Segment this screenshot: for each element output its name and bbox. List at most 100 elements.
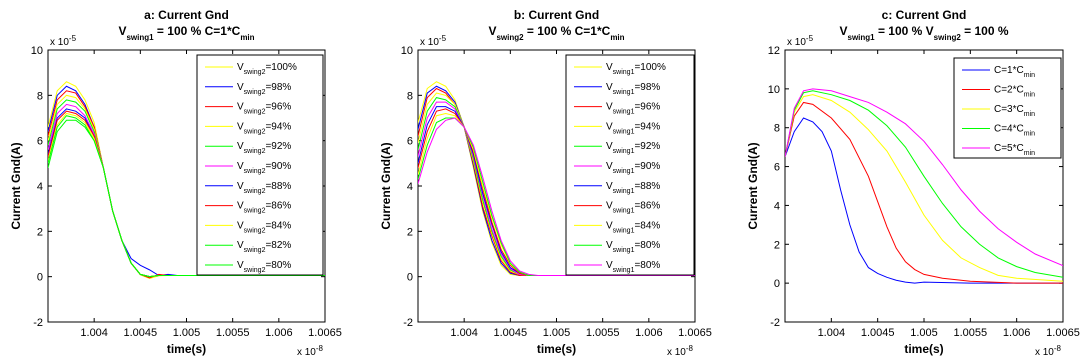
y-tick-label: 4	[37, 181, 43, 193]
y-exponent-label: x 10-5	[787, 34, 814, 49]
legend-entry: C=3*Cmin	[994, 104, 1035, 118]
y-tick-label: 8	[407, 90, 413, 102]
chart-title: c: Current Gnd	[882, 8, 967, 22]
legend-entry: C=4*Cmin	[994, 124, 1035, 138]
y-axis-label: Current Gnd(A)	[746, 142, 760, 229]
y-exponent-label: x 10-5	[50, 34, 77, 49]
x-tick-label: 1.0055	[586, 327, 620, 339]
x-exponent-label: x 10-8	[667, 344, 694, 359]
legend-entry: Vswing1=84%	[606, 220, 660, 234]
y-tick-label: 0	[407, 272, 413, 284]
legend-entry: C=2*Cmin	[994, 85, 1035, 99]
y-tick-label: 4	[774, 200, 780, 212]
legend-entry: Vswing1=100%	[606, 62, 666, 76]
legend-entry: Vswing2=84%	[237, 220, 291, 234]
legend-entry: Vswing2=100%	[237, 62, 297, 76]
series-line-4	[785, 90, 1063, 278]
y-axis-label: Current Gnd(A)	[9, 142, 23, 229]
x-tick-label: 1.0055	[954, 327, 988, 339]
x-tick-label: 1.0055	[216, 327, 250, 339]
legend-entry: Vswing1=90%	[606, 161, 660, 175]
x-tick-label: 1.005	[910, 327, 938, 339]
x-exponent-label: x 10-8	[1035, 344, 1062, 359]
x-tick-label: 1.004	[80, 327, 108, 339]
series-lines	[785, 88, 1063, 284]
panel-c: c: Current Gnd Vswing1 = 100 % Vswing2 = …	[746, 8, 1080, 358]
y-tick-label: 10	[31, 45, 43, 57]
y-tick-label: -2	[403, 317, 413, 329]
x-tick-label: 1.0045	[861, 327, 895, 339]
legend-entry: Vswing2=82%	[237, 240, 291, 254]
legend-entry: Vswing2=88%	[237, 181, 291, 195]
y-exponent-label: x 10-5	[420, 34, 447, 49]
legend-entry: Vswing1=80%	[606, 260, 660, 274]
y-tick-label: -2	[770, 317, 780, 329]
y-tick-label: 6	[37, 136, 43, 148]
x-axis-label: time(s)	[904, 342, 943, 356]
x-tick-label: 1.0045	[124, 327, 158, 339]
chart-subtitle: Vswing1 = 100 % Vswing2 = 100 %	[839, 24, 1008, 42]
y-tick-label: 10	[401, 45, 413, 57]
y-tick-label: 6	[407, 136, 413, 148]
panel-b: b: Current Gnd Vswing2 = 100 % C=1*Cmin -2…	[379, 8, 712, 358]
y-tick-label: 8	[774, 123, 780, 135]
series-line-1	[785, 117, 1063, 284]
y-tick-label: 2	[407, 226, 413, 238]
x-tick-label: 1.005	[543, 327, 571, 339]
x-tick-label: 1.0065	[678, 327, 712, 339]
y-tick-label: 10	[768, 84, 780, 96]
series-lines	[418, 81, 695, 277]
legend-entry: Vswing1=88%	[606, 181, 660, 195]
legend-entry: Vswing2=96%	[237, 102, 291, 116]
legend-entry: Vswing1=86%	[606, 201, 660, 215]
ticks: -2 0 2 4 6 8 10 1.004 1.0045 1.005 1.0055 1.006 1.00…	[31, 45, 342, 339]
x-tick-label: 1.006	[265, 327, 293, 339]
legend-entry: Vswing1=92%	[606, 141, 660, 155]
legend-entry: Vswing2=86%	[237, 201, 291, 215]
chart-title: a: Current Gnd	[144, 8, 229, 22]
x-tick-label: 1.0045	[494, 327, 528, 339]
x-tick-label: 1.006	[635, 327, 663, 339]
x-tick-label: 1.004	[818, 327, 846, 339]
x-exponent-label: x 10-8	[297, 344, 324, 359]
legend-entry: Vswing2=80%	[237, 260, 291, 274]
chart-subtitle: Vswing1 = 100 % C=1*Cmin	[118, 24, 254, 42]
y-tick-label: 0	[774, 278, 780, 290]
series-line-11	[418, 117, 695, 277]
chart-subtitle: Vswing2 = 100 % C=1*Cmin	[488, 24, 624, 42]
legend-entry: Vswing2=94%	[237, 121, 291, 135]
legend-entry: Vswing1=80%	[606, 240, 660, 254]
series-line-3	[785, 94, 1063, 282]
legend-box	[953, 57, 1062, 159]
legend-entry: C=1*Cmin	[994, 65, 1035, 79]
x-tick-label: 1.005	[173, 327, 201, 339]
y-tick-label: 8	[37, 90, 43, 102]
series-lines	[48, 81, 325, 280]
y-tick-label: 6	[774, 162, 780, 174]
y-tick-label: 2	[37, 226, 43, 238]
y-tick-label: 0	[37, 272, 43, 284]
legend-entry: C=5*Cmin	[994, 143, 1035, 157]
legend-entry: Vswing2=92%	[237, 141, 291, 155]
x-tick-label: 1.006	[1003, 327, 1031, 339]
legend-entry: Vswing2=90%	[237, 161, 291, 175]
legend-entry: Vswing1=98%	[606, 82, 660, 96]
legend-box	[565, 54, 695, 276]
ticks: -2 0 2 4 6 8 10 12 1.004 1.0045 1.005 1.0055 1.006 1.…	[768, 45, 1080, 339]
legend-entry: Vswing2=98%	[237, 82, 291, 96]
legend-box	[196, 54, 324, 276]
x-axis-label: time(s)	[537, 342, 576, 356]
series-line-5	[785, 88, 1063, 267]
series-line-2	[785, 101, 1063, 284]
x-tick-label: 1.0065	[1046, 327, 1080, 339]
y-tick-label: 12	[768, 45, 780, 57]
y-axis-label: Current Gnd(A)	[379, 142, 393, 229]
x-tick-label: 1.0065	[308, 327, 342, 339]
y-tick-label: -2	[33, 317, 43, 329]
ticks: -2 0 2 4 6 8 10 1.004 1.0045 1.005 1.0055 1.006 1.00…	[401, 45, 712, 339]
legend: C=1*Cmin C=2*Cmin C=3*Cmin C=4*Cmin C=5*Cmin	[953, 57, 1062, 159]
legend: Vswing2=100% Vswing2=98% Vswing2=96% Vswing…	[196, 54, 324, 276]
x-tick-label: 1.004	[450, 327, 478, 339]
chart-title: b: Current Gnd	[514, 8, 599, 22]
